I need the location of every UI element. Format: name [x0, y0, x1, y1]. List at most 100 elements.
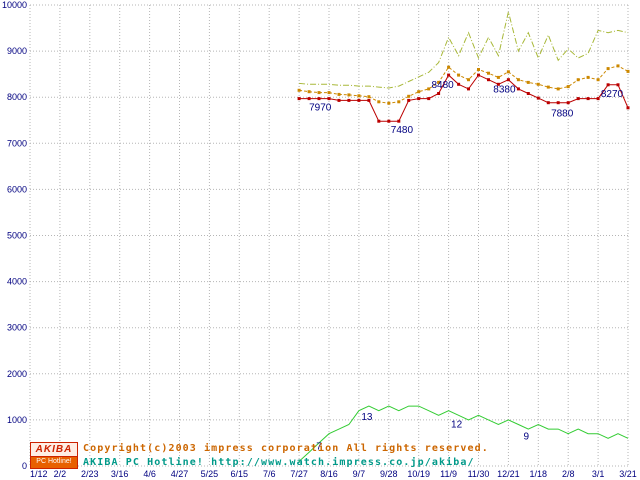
lowest-price-marker — [387, 119, 391, 123]
lowest-price-marker — [616, 83, 620, 87]
x-tick-label: 4/27 — [171, 469, 189, 479]
average-price-marker — [616, 64, 620, 68]
average-price-line — [299, 65, 629, 104]
average-price-marker — [377, 100, 381, 104]
x-tick-label: 12/21 — [497, 469, 520, 479]
data-label: 7480 — [391, 125, 414, 136]
average-price-marker — [467, 78, 470, 82]
data-label: 9 — [524, 432, 530, 443]
x-tick-label: 3/16 — [111, 469, 129, 479]
data-label: 8480 — [431, 80, 454, 91]
average-price-marker — [357, 94, 361, 98]
lowest-price-marker — [467, 87, 470, 91]
average-price-marker — [606, 67, 610, 71]
y-tick-label: 6000 — [7, 184, 27, 194]
y-tick-label: 7000 — [7, 138, 27, 148]
lowest-price-marker — [327, 97, 331, 101]
x-tick-label: 2/8 — [562, 469, 575, 479]
data-label: 13 — [361, 412, 373, 423]
lowest-price-marker — [297, 97, 301, 101]
x-tick-label: 11/9 — [440, 469, 457, 479]
average-price-marker — [427, 87, 431, 91]
average-price-marker — [367, 95, 371, 99]
lowest-price-marker — [437, 92, 441, 95]
y-tick-label: 0 — [22, 461, 27, 471]
x-tick-label: 3/21 — [619, 469, 637, 479]
x-tick-label: 1/18 — [530, 469, 548, 479]
x-tick-label: 4/6 — [143, 469, 156, 479]
y-tick-label: 10000 — [2, 0, 27, 10]
copyright-line: Copyright(c)2003 impress corporation All… — [83, 443, 489, 454]
lowest-price-marker — [477, 73, 480, 77]
lowest-price-marker — [516, 87, 520, 91]
footer-overlay: AKIBA PC Hotline! Copyright(c)2003 impre… — [30, 442, 489, 469]
lowest-price-marker — [496, 82, 500, 86]
lowest-price-line — [299, 74, 629, 122]
y-tick-label: 3000 — [7, 323, 27, 333]
lowest-price-marker — [626, 106, 630, 110]
x-tick-label: 8/16 — [320, 469, 338, 479]
average-price-marker — [407, 94, 411, 98]
average-price-marker — [477, 68, 480, 71]
average-price-marker — [516, 78, 520, 82]
data-label: 7880 — [551, 109, 574, 120]
lowest-price-marker — [307, 97, 311, 101]
average-price-marker — [397, 100, 401, 104]
average-price-marker — [487, 71, 490, 75]
y-tick-label: 2000 — [7, 369, 27, 379]
lowest-price-marker — [427, 97, 431, 101]
average-price-marker — [546, 85, 550, 89]
average-price-marker — [536, 82, 540, 86]
lowest-price-marker — [546, 101, 550, 105]
average-price-marker — [327, 91, 331, 95]
site-url-line: AKIBA PC Hotline! http://www.watch.impre… — [83, 457, 475, 468]
lowest-price-marker — [377, 119, 381, 123]
lowest-price-marker — [606, 83, 610, 87]
lowest-price-marker — [357, 98, 361, 102]
average-price-marker — [576, 78, 580, 82]
average-price-marker — [506, 70, 510, 74]
akiba-pc-hotline-logo: AKIBA PC Hotline! — [30, 442, 78, 469]
lowest-price-marker — [447, 73, 451, 77]
lowest-price-marker — [536, 96, 540, 100]
x-tick-label: 11/30 — [468, 469, 490, 479]
shop-count-line — [298, 405, 629, 462]
lowest-price-marker — [566, 101, 570, 105]
lowest-price-marker — [417, 97, 421, 101]
x-tick-label: 10/19 — [407, 469, 430, 479]
x-tick-label: 2/23 — [81, 469, 99, 479]
y-tick-label: 1000 — [7, 415, 27, 425]
average-price-marker — [317, 91, 321, 95]
y-tick-label: 4000 — [7, 277, 27, 287]
average-price-marker — [566, 85, 570, 89]
logo-akiba-text: AKIBA — [30, 442, 78, 457]
lowest-price-marker — [407, 98, 411, 102]
average-price-marker — [417, 90, 421, 94]
average-price-marker — [447, 65, 451, 69]
lowest-price-marker — [397, 119, 401, 123]
lowest-price-marker — [347, 98, 351, 102]
average-price-marker — [347, 93, 351, 97]
x-tick-label: 7/27 — [290, 469, 308, 479]
average-price-marker — [307, 90, 311, 94]
lowest-price-marker — [526, 92, 530, 95]
x-tick-label: 3/1 — [592, 469, 605, 479]
data-label: 8270 — [601, 89, 624, 100]
y-tick-label: 9000 — [7, 46, 27, 56]
lowest-price-marker — [367, 98, 371, 102]
average-price-marker — [457, 73, 461, 77]
x-tick-label: 1/12 — [30, 469, 48, 479]
average-price-marker — [496, 75, 500, 79]
average-price-marker — [626, 69, 630, 73]
x-tick-label: 6/15 — [231, 469, 249, 479]
average-price-marker — [586, 75, 590, 79]
lowest-price-marker — [457, 82, 461, 86]
x-tick-label: 7/6 — [263, 469, 276, 479]
highest-price-line — [299, 11, 629, 89]
average-price-marker — [297, 88, 301, 92]
y-tick-label: 5000 — [7, 231, 27, 241]
x-tick-label: 2/2 — [54, 469, 67, 479]
average-price-marker — [526, 80, 530, 84]
